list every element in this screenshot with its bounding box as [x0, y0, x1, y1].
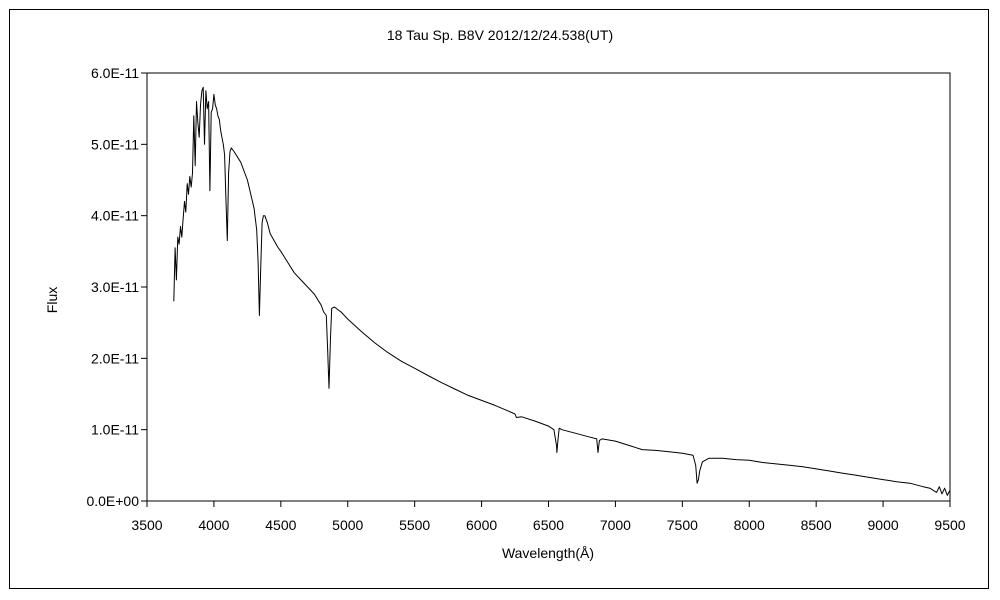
x-tick-label: 8000 [734, 517, 765, 533]
x-tick-label: 9500 [934, 517, 965, 533]
x-tick-label: 8500 [801, 517, 832, 533]
x-axis: 3500 4000 4500 5000 5500 6000 6500 7000 7500 8000… [131, 501, 966, 533]
x-tick-label: 4000 [198, 517, 229, 533]
x-tick-label: 3500 [131, 517, 162, 533]
x-tick-label: 5500 [399, 517, 430, 533]
x-tick-label: 6000 [466, 517, 497, 533]
x-tick-label: 7500 [667, 517, 698, 533]
y-tick-label: 0.0E+00 [86, 493, 139, 509]
y-tick-label: 3.0E-11 [91, 279, 139, 295]
y-tick-label: 2.0E-11 [91, 350, 139, 366]
plot-area [146, 72, 951, 502]
spectrum-line [173, 86, 951, 496]
y-tick-label: 5.0E-11 [91, 136, 139, 152]
x-tick-label: 5000 [332, 517, 363, 533]
y-tick-label: 1.0E-11 [91, 422, 139, 438]
y-tick-label: 6.0E-11 [91, 65, 139, 81]
x-tick-label: 6500 [533, 517, 564, 533]
y-tick-label: 4.0E-11 [91, 208, 139, 224]
y-axis-label: Flux [44, 287, 60, 313]
x-tick-label: 7000 [600, 517, 631, 533]
chart-title: 18 Tau Sp. B8V 2012/12/24.538(UT) [387, 27, 613, 43]
y-axis: 0.0E+00 1.0E-11 2.0E-11 3.0E-11 4.0E-11 5.0E-… [86, 65, 147, 509]
x-axis-label: Wavelength(Å) [502, 545, 594, 561]
x-tick-label: 4500 [265, 517, 296, 533]
chart-frame [9, 9, 989, 589]
x-tick-label: 9000 [868, 517, 899, 533]
